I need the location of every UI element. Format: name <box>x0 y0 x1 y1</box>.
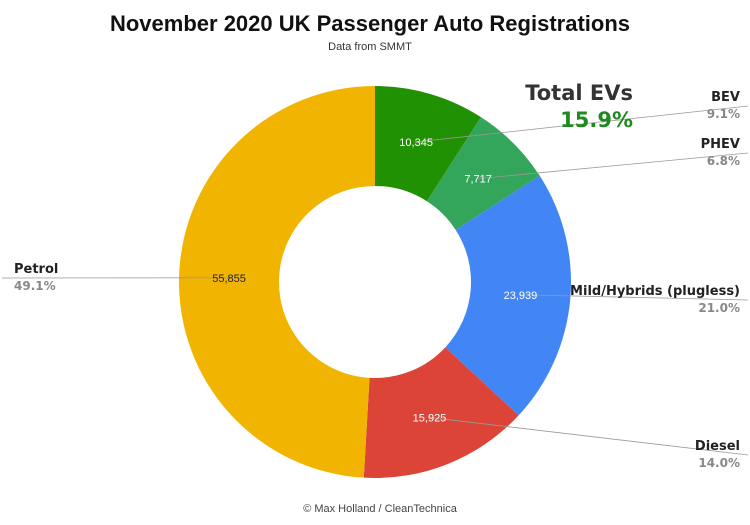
value-label-petrol: 55,855 <box>212 273 246 285</box>
chart-title: November 2020 UK Passenger Auto Registra… <box>110 11 630 36</box>
total-evs-value: 15.9% <box>560 108 633 132</box>
category-label-mild-hybrids-plugless: Mild/Hybrids (plugless) <box>570 284 740 299</box>
leader-line-bev <box>416 105 749 143</box>
percent-label-bev: 9.1% <box>707 107 740 121</box>
category-label-phev: PHEV <box>701 137 740 152</box>
value-label-mild-hybrids-plugless: 23,939 <box>504 290 538 302</box>
percent-label-phev: 6.8% <box>707 154 740 168</box>
slice-petrol <box>179 86 375 478</box>
leader-dot-diesel <box>428 416 431 419</box>
leader-lines-group <box>1 105 749 456</box>
leader-line-phev <box>478 152 749 180</box>
percent-label-diesel: 14.0% <box>698 456 740 470</box>
slice-diesel <box>363 347 519 479</box>
slices-group <box>179 86 571 479</box>
value-label-diesel: 15,925 <box>413 412 447 424</box>
value-label-bev: 10,345 <box>399 137 433 149</box>
leader-dot-phev <box>476 177 480 180</box>
labels-group: 10,345 BEV 9.1% 7,717 PHEV 6.8% 23,939 Mild/Hyb… <box>14 90 740 470</box>
category-label-diesel: Diesel <box>695 439 740 454</box>
slice-mild-hybrids-plugless <box>445 175 571 416</box>
slice-bev <box>375 86 481 202</box>
chart-footer: © Max Holland / CleanTechnica <box>303 503 458 515</box>
slice-phev <box>426 117 540 230</box>
leader-line-diesel <box>429 417 749 456</box>
chart-subtitle: Data from SMMT <box>328 41 412 53</box>
percent-label-petrol: 49.1% <box>14 279 56 293</box>
leader-line-mild-hybrids-plugless <box>520 294 749 301</box>
category-label-petrol: Petrol <box>14 262 58 277</box>
category-label-bev: BEV <box>711 90 740 105</box>
total-evs-label: Total EVs <box>525 81 633 105</box>
leader-dot-petrol <box>227 276 231 280</box>
value-label-phev: 7,717 <box>464 174 492 186</box>
percent-label-mild-hybrids-plugless: 21.0% <box>698 301 740 315</box>
